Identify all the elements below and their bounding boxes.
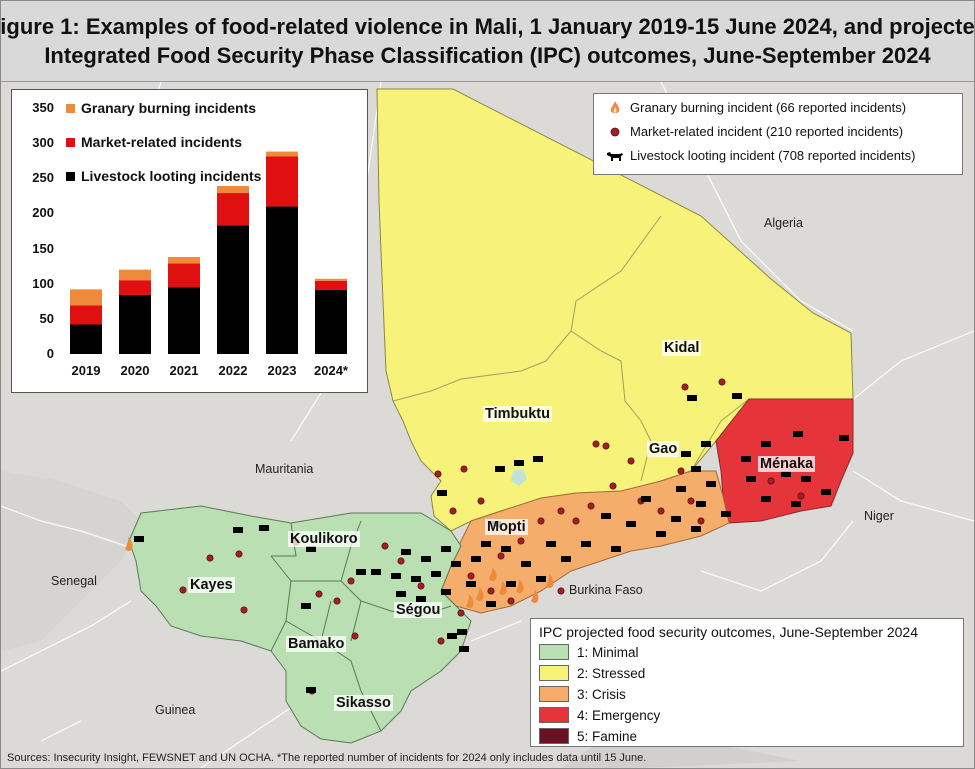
country-label-senegal: Senegal	[51, 574, 97, 588]
country-label-niger: Niger	[864, 509, 894, 523]
neighbour-shade-west	[1, 471, 141, 651]
ipc-swatch-famine	[539, 728, 569, 744]
chart-legend-item: Granary burning incidents	[66, 100, 256, 116]
incident-legend: Granary burning incident (66 reported in…	[593, 93, 963, 175]
circle-icon	[604, 127, 626, 137]
chart-legend-swatch	[66, 103, 75, 113]
bar-segment	[119, 269, 151, 281]
x-tick-label: 2021	[169, 363, 199, 378]
chart-legend-item: Livestock looting incidents	[66, 168, 261, 184]
region-label-menaka: Ménaka	[758, 456, 816, 472]
ipc-legend-item-stressed: 2: Stressed	[539, 665, 645, 681]
ipc-swatch-emergency	[539, 707, 569, 723]
ipc-label-emergency: 4: Emergency	[577, 707, 661, 723]
neighbour-shade-south	[561, 741, 801, 768]
region-label-kidal: Kidal	[662, 340, 702, 356]
bar-segment	[119, 280, 151, 295]
legend-label-granary: Granary burning incident (66 reported in…	[630, 100, 907, 115]
ipc-label-crisis: 3: Crisis	[577, 686, 626, 702]
country-label-mauritania: Mauritania	[255, 462, 314, 476]
bar-segment	[70, 324, 102, 354]
ipc-label-stressed: 2: Stressed	[577, 665, 646, 681]
y-tick-label: 250	[32, 170, 54, 186]
region-boundaries-north	[392, 215, 750, 482]
region-label-koulikoro: Koulikoro	[288, 531, 360, 547]
y-tick-label: 50	[39, 310, 54, 326]
figure-title-line-1: Figure 1: Examples of food-related viole…	[0, 14, 975, 39]
region-label-bamako: Bamako	[286, 636, 347, 652]
ipc-label-minimal: 1: Minimal	[577, 644, 639, 660]
x-tick-label: 2022	[218, 363, 248, 378]
livestock-looting-markers	[134, 393, 849, 693]
region-label-mopti: Mopti	[485, 519, 528, 535]
bar-segment	[70, 305, 102, 325]
bar-segment	[168, 263, 200, 288]
y-tick-label: 200	[32, 205, 54, 221]
ipc-legend: IPC projected food security outcomes, Ju…	[530, 618, 964, 747]
legend-item-livestock: Livestock looting incident (708 reported…	[604, 148, 915, 163]
ipc-swatch-minimal	[539, 644, 569, 660]
ipc-legend-item-famine: 5: Famine	[539, 728, 637, 744]
title-bar: Figure 1: Examples of food-related viole…	[1, 1, 974, 82]
bar-segment	[70, 289, 102, 306]
ipc-label-famine: 5: Famine	[577, 728, 638, 744]
bar-segment	[217, 193, 249, 226]
bar-segment	[315, 290, 347, 354]
y-tick-label: 300	[32, 135, 54, 151]
legend-label-livestock: Livestock looting incident (708 reported…	[630, 148, 916, 163]
chart-legend-label: Livestock looting incidents	[81, 168, 262, 184]
flame-icon	[604, 100, 626, 115]
ipc-legend-item-minimal: 1: Minimal	[539, 644, 639, 660]
bar-segment	[315, 280, 347, 291]
ipc-legend-item-crisis: 3: Crisis	[539, 686, 626, 702]
chart-legend-swatch	[66, 137, 75, 147]
chart-plot	[70, 151, 347, 354]
y-tick-label: 150	[32, 240, 54, 256]
bar-segment	[266, 151, 298, 157]
x-tick-label: 2024*	[314, 363, 348, 378]
x-tick-label: 2023	[267, 363, 297, 378]
ipc-zone-minimal	[128, 505, 472, 744]
chart-legend-label: Market-related incidents	[81, 134, 243, 150]
granary-burning-markers	[125, 537, 554, 608]
y-tick-label: 0	[46, 346, 54, 361]
chart-legend-label: Granary burning incidents	[81, 100, 257, 116]
chart-legend-swatch	[66, 171, 75, 181]
bar-segment	[168, 287, 200, 354]
x-tick-label: 2020	[120, 363, 150, 378]
inset-bar-chart: 0 50 100 150 200 250 300 350 2019 2020 2021 2022 20…	[11, 89, 368, 393]
country-label-guinea: Guinea	[155, 703, 196, 717]
bar-segment	[315, 278, 347, 281]
ipc-swatch-stressed	[539, 665, 569, 681]
lake-feature	[511, 469, 527, 486]
country-label-algeria: Algeria	[764, 216, 803, 230]
y-tick-label: 100	[32, 275, 54, 291]
bar-segment	[217, 186, 249, 194]
bar-segment	[168, 257, 200, 264]
region-label-segou: Ségou	[394, 602, 443, 618]
region-label-timbuktu: Timbuktu	[483, 406, 552, 422]
bar-segment	[266, 206, 298, 354]
region-label-gao: Gao	[647, 441, 680, 457]
y-tick-label: 350	[32, 100, 54, 115]
x-tick-label: 2019	[71, 363, 101, 378]
ipc-legend-item-emergency: 4: Emergency	[539, 707, 660, 723]
ipc-swatch-crisis	[539, 686, 569, 702]
legend-item-market: Market-related incident (210 reported in…	[604, 124, 903, 139]
bar-segment	[217, 225, 249, 354]
chart-legend-item: Market-related incidents	[66, 134, 242, 150]
figure-title-line-2: Integrated Food Security Phase Classific…	[44, 43, 931, 68]
source-note: Sources: Insecurity Insight, FEWSNET and…	[7, 752, 647, 764]
region-label-sikasso: Sikasso	[334, 695, 393, 711]
bar-segment	[266, 156, 298, 207]
country-label-burkina-faso: Burkina Faso	[569, 583, 643, 597]
legend-label-market: Market-related incident (210 reported in…	[630, 124, 904, 139]
region-label-kayes: Kayes	[188, 577, 235, 593]
bar-segment	[119, 294, 151, 354]
ipc-legend-title: IPC projected food security outcomes, Ju…	[539, 624, 918, 640]
legend-item-granary: Granary burning incident (66 reported in…	[604, 100, 906, 115]
cow-icon	[604, 150, 626, 162]
